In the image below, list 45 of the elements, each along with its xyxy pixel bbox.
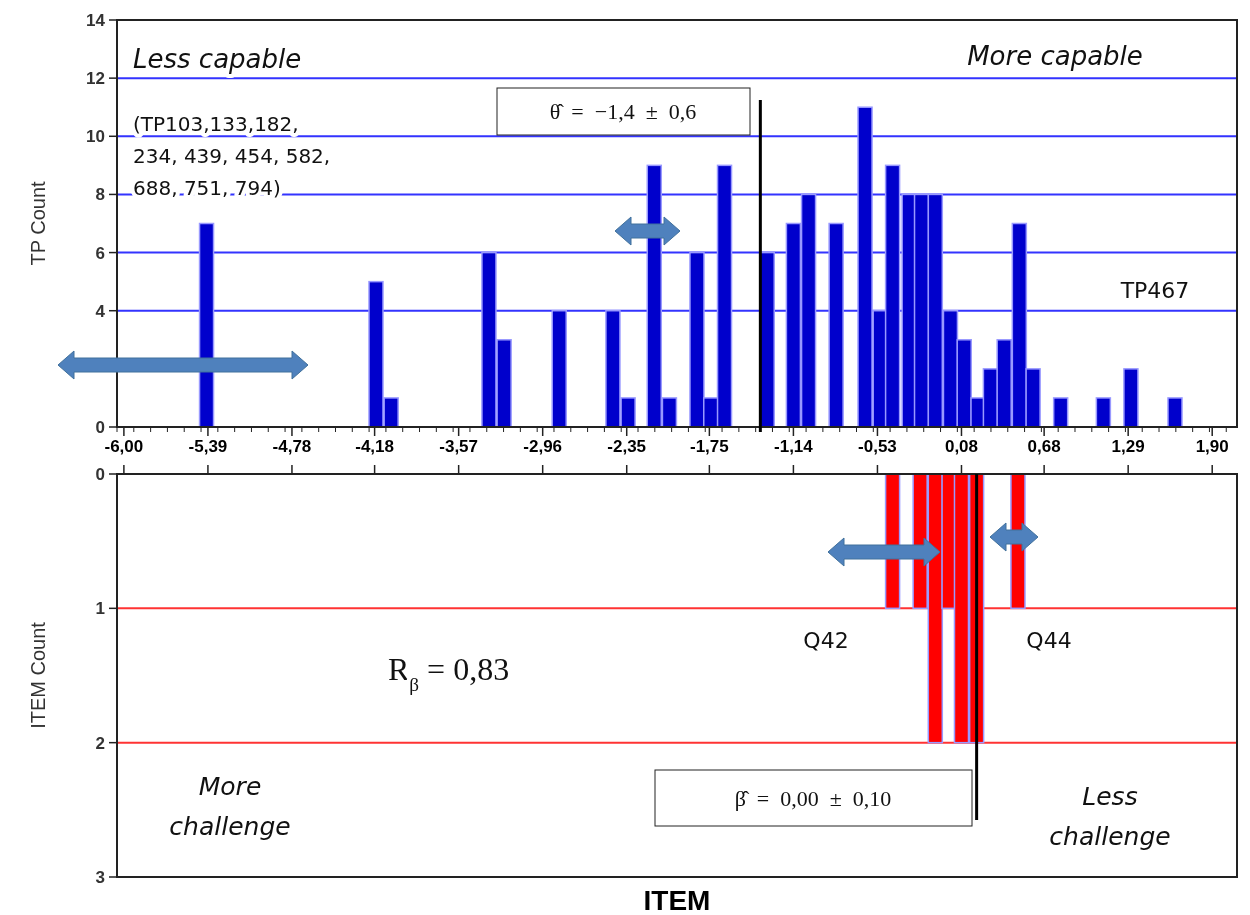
annotation: More challenge xyxy=(169,772,291,841)
bar xyxy=(1167,397,1183,428)
x-tick-label: -4,18 xyxy=(355,437,394,456)
x-tick-label: -5,39 xyxy=(188,437,228,456)
y-tick-label: 12 xyxy=(86,69,105,89)
bar xyxy=(828,222,844,428)
x-axis-title: ITEM xyxy=(643,885,711,915)
x-tick-label: -3,57 xyxy=(439,437,479,456)
y-axis-title: ITEM Count xyxy=(27,621,49,729)
x-tick-label: -2,96 xyxy=(523,437,563,456)
y-axis-title: TP Count xyxy=(27,181,49,266)
y-tick-label: 6 xyxy=(95,243,105,263)
y-tick-label: 0 xyxy=(95,418,105,437)
x-tick-label: -1,14 xyxy=(774,437,814,456)
x-tick-label: -1,75 xyxy=(690,437,729,456)
x-tick-label: 0,08 xyxy=(944,437,979,456)
x-tick-label: -2,35 xyxy=(607,437,647,456)
y-tick-label: 2 xyxy=(95,733,105,753)
y-tick-label: 10 xyxy=(86,127,105,147)
bar xyxy=(1052,397,1069,428)
annotation: TP467 xyxy=(1119,278,1190,303)
x-tick-label: -6,00 xyxy=(104,437,144,456)
x-tick-label: 1,29 xyxy=(1111,437,1145,456)
y-tick-label: 3 xyxy=(95,868,105,887)
y-tick-label: 1 xyxy=(95,599,105,619)
x-tick-label: 1,90 xyxy=(1195,437,1229,456)
annotation: More capable xyxy=(967,41,1143,71)
annotation: R$_{β}$ = 0,83 xyxy=(388,651,510,695)
y-tick-label: 0 xyxy=(95,465,105,484)
y-tick-label: 8 xyxy=(95,185,105,205)
y-tick-label: 14 xyxy=(86,11,106,30)
annotation: Less capable xyxy=(133,44,302,74)
annotation: θ̂ = −1,4 ± 0,6 xyxy=(549,99,697,124)
annotation: Q44 xyxy=(1026,628,1072,653)
bar xyxy=(551,309,567,428)
annotation: Less challenge xyxy=(1049,782,1171,851)
x-tick-label: 0,68 xyxy=(1027,437,1061,456)
x-tick-label: -0,53 xyxy=(858,437,897,456)
y-tick-label: 4 xyxy=(95,301,106,321)
x-tick-label: -4,78 xyxy=(272,437,312,456)
annotation: Q42 xyxy=(803,628,849,653)
bar xyxy=(1095,397,1112,428)
annotation: (TP103,133,182, 234, 439, 454, 582, 688, 751, 794) xyxy=(133,112,331,200)
bar xyxy=(1123,368,1139,428)
annotation: β̂ = 0,00 ± 0,10 xyxy=(734,786,892,811)
